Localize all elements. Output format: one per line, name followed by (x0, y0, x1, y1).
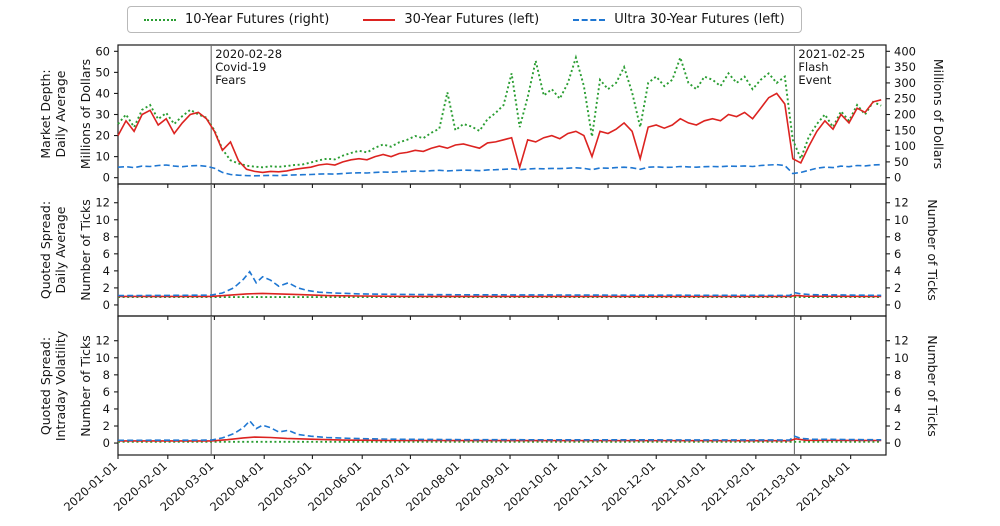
legend-label: 10-Year Futures (right) (185, 12, 330, 27)
svg-text:0: 0 (103, 436, 110, 450)
legend: 10-Year Futures (right) 30-Year Futures … (127, 6, 802, 33)
dotted-line-icon (144, 18, 176, 21)
svg-text:12: 12 (894, 334, 909, 348)
svg-text:12: 12 (894, 196, 909, 210)
panel3-right-axis-title: Number of Ticks (925, 335, 941, 437)
svg-text:60: 60 (95, 44, 110, 58)
svg-text:2020-01-01: 2020-01-01 (61, 459, 120, 514)
svg-text:Flash: Flash (798, 60, 828, 74)
svg-text:8: 8 (894, 230, 901, 244)
series-30-year-futures (117, 92, 882, 174)
panel-1-x-ticks (117, 184, 852, 188)
svg-text:0: 0 (894, 436, 901, 450)
series-10-year-futures (117, 54, 882, 169)
svg-text:0: 0 (103, 298, 110, 312)
panel1-row-title: Market Depth: Daily Average (38, 69, 68, 159)
svg-text:10: 10 (95, 150, 110, 164)
svg-text:0: 0 (894, 298, 901, 312)
panel-3: 0 2 4 6 8 10 12 0 2 4 6 8 10 12 (95, 315, 909, 459)
series-30-year-futures (118, 436, 882, 442)
svg-text:8: 8 (103, 230, 110, 244)
svg-text:6: 6 (894, 247, 901, 261)
svg-text:2020-08-01: 2020-08-01 (403, 459, 462, 514)
svg-text:2: 2 (894, 419, 901, 433)
solid-line-icon (363, 18, 396, 21)
svg-text:400: 400 (894, 44, 916, 58)
legend-label: Ultra 30-Year Futures (left) (614, 12, 785, 27)
svg-text:0: 0 (894, 171, 901, 185)
svg-text:2: 2 (894, 281, 901, 295)
svg-text:6: 6 (894, 385, 901, 399)
svg-text:0: 0 (103, 171, 110, 185)
svg-text:2: 2 (103, 281, 110, 295)
panel-2: 0 2 4 6 8 10 12 0 2 4 6 8 10 12 (95, 183, 909, 320)
svg-text:8: 8 (103, 368, 110, 382)
legend-item-ultra-30-year: Ultra 30-Year Futures (left) (573, 12, 785, 27)
panel-2-x-ticks (117, 316, 852, 320)
svg-text:10: 10 (95, 351, 110, 365)
svg-text:100: 100 (894, 139, 916, 153)
svg-text:10: 10 (894, 351, 909, 365)
svg-text:4: 4 (894, 402, 901, 416)
svg-text:4: 4 (894, 264, 901, 278)
svg-text:2: 2 (103, 419, 110, 433)
svg-text:2021-04-01: 2021-04-01 (794, 459, 853, 514)
svg-text:2021-02-25: 2021-02-25 (798, 47, 865, 61)
svg-text:Fears: Fears (215, 73, 246, 87)
svg-text:12: 12 (95, 334, 110, 348)
panel3-row-title: Quoted Spread: Intraday Volatility (38, 330, 68, 442)
x-axis-tick-labels: 2020-01-012020-02-012020-03-012020-04-01… (61, 459, 853, 514)
series-ultra-30-year-futures (117, 163, 882, 177)
svg-text:8: 8 (894, 368, 901, 382)
legend-label: 30-Year Futures (left) (404, 12, 540, 27)
svg-text:12: 12 (95, 196, 110, 210)
panel3-left-axis-title: Number of Ticks (77, 335, 93, 437)
svg-text:6: 6 (103, 247, 110, 261)
svg-text:150: 150 (894, 123, 916, 137)
series-30-year-futures (118, 292, 882, 298)
svg-text:50: 50 (95, 65, 110, 79)
svg-text:350: 350 (894, 60, 916, 74)
svg-text:4: 4 (103, 402, 110, 416)
svg-text:30: 30 (95, 108, 110, 122)
svg-text:50: 50 (894, 155, 909, 169)
series-ultra-30-year-futures (117, 270, 882, 297)
panel1-right-axis-title: Millions of Dollars (931, 58, 947, 170)
svg-text:10: 10 (95, 213, 110, 227)
dashed-line-icon (573, 18, 606, 21)
panel-2-y-ticks: 0 2 4 6 8 10 12 0 2 4 6 8 10 12 (95, 196, 908, 312)
panel1-left-axis-title: Millions of Dollars (77, 58, 93, 170)
series-ultra-30-year-futures (117, 419, 882, 442)
svg-text:Event: Event (798, 73, 831, 87)
svg-text:Covid-19: Covid-19 (215, 60, 266, 74)
svg-text:2021-01-01: 2021-01-01 (649, 459, 708, 514)
panel-3-y-ticks: 0 2 4 6 8 10 12 0 2 4 6 8 10 12 (95, 334, 908, 450)
panel2-left-axis-title: Number of Ticks (77, 199, 93, 301)
svg-text:2020-02-28: 2020-02-28 (215, 47, 282, 61)
svg-text:200: 200 (894, 108, 916, 122)
svg-text:10: 10 (894, 213, 909, 227)
legend-item-30-year: 30-Year Futures (left) (363, 12, 539, 27)
legend-item-10-year: 10-Year Futures (right) (144, 12, 329, 27)
svg-text:20: 20 (95, 129, 110, 143)
panel2-right-axis-title: Number of Ticks (925, 199, 941, 301)
svg-text:40: 40 (95, 86, 110, 100)
svg-text:250: 250 (894, 92, 916, 106)
svg-text:6: 6 (103, 385, 110, 399)
panel2-row-title: Quoted Spread: Daily Average (38, 200, 68, 300)
svg-text:300: 300 (894, 76, 916, 90)
svg-text:4: 4 (103, 264, 110, 278)
panel-3-x-ticks (117, 455, 852, 459)
